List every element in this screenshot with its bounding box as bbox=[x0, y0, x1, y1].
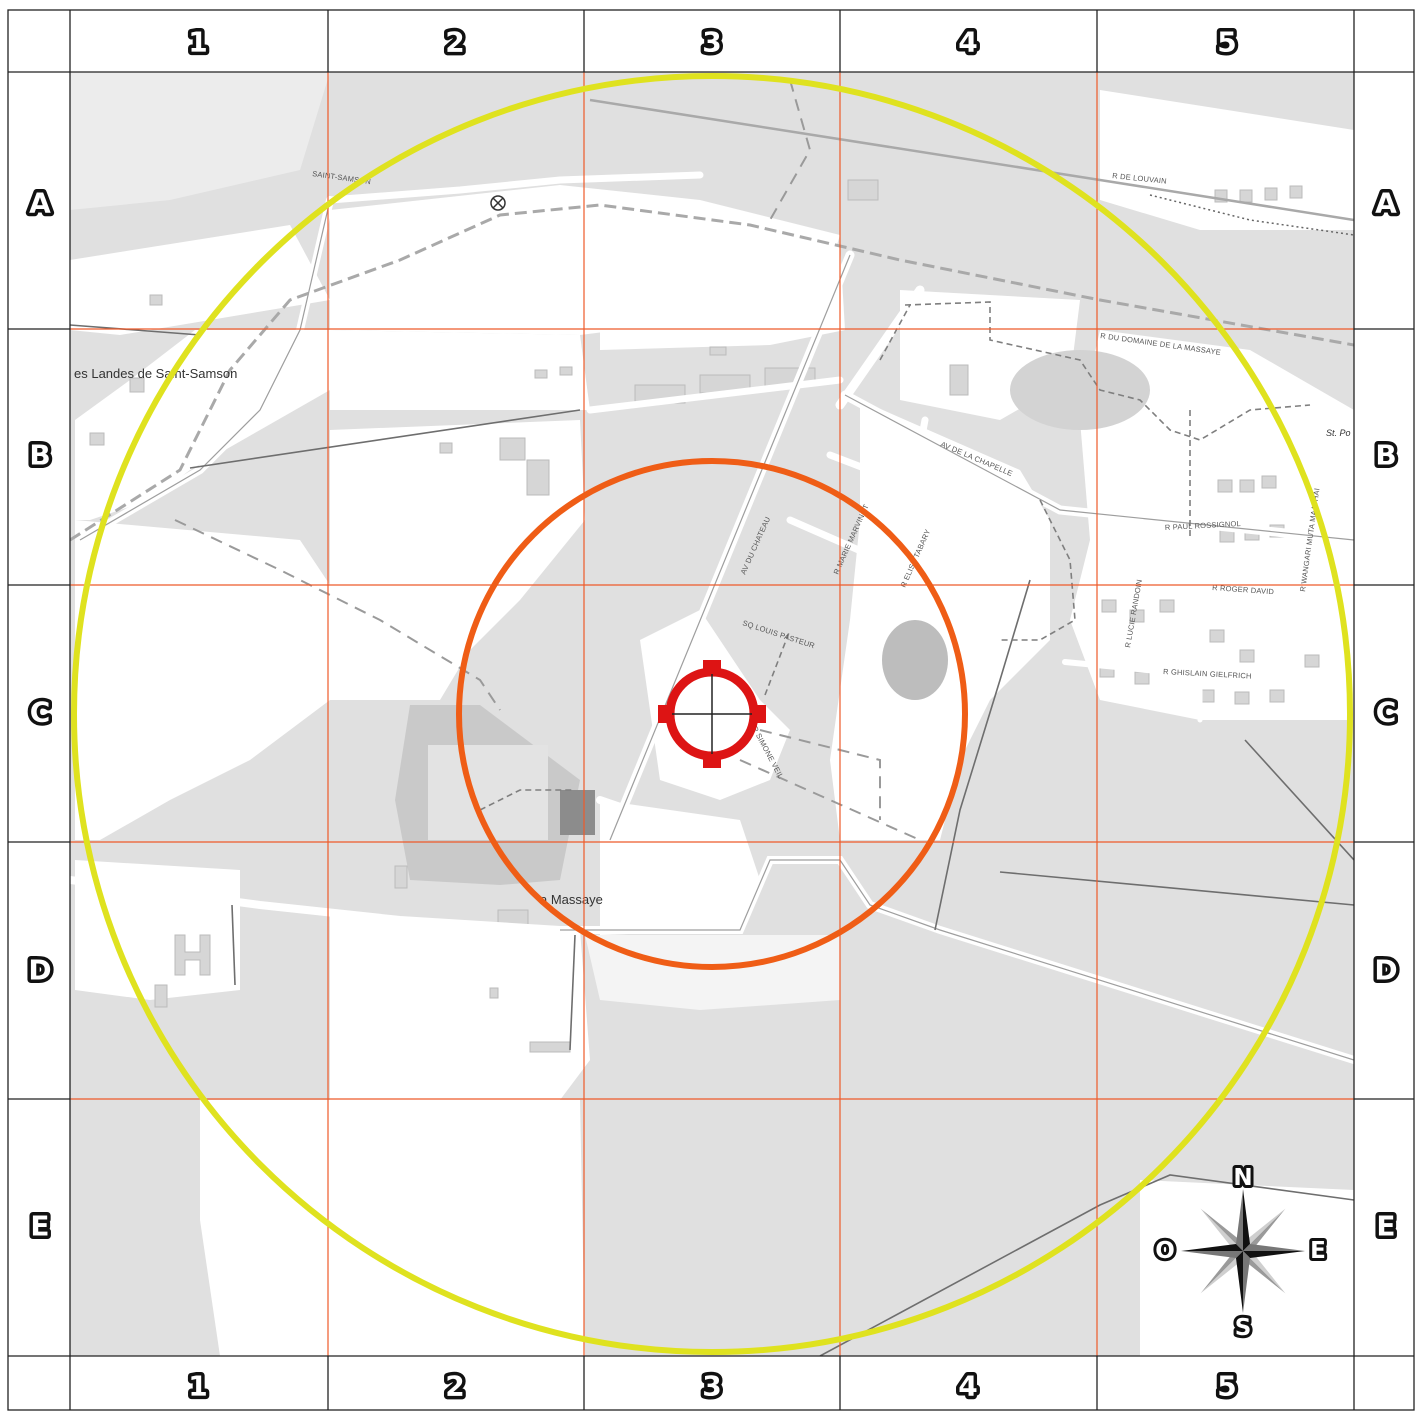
col-label-4: 4 bbox=[958, 26, 977, 59]
inner-range-ring bbox=[456, 458, 968, 970]
compass-e-label: E bbox=[1310, 1238, 1326, 1264]
column-labels-bottom: 1 2 3 4 5 bbox=[185, 1366, 1240, 1406]
col-label-2: 2 bbox=[445, 1370, 464, 1403]
col-label-1: 1 bbox=[188, 26, 207, 59]
grid-lines bbox=[70, 72, 1354, 1356]
row-label-e: E bbox=[1376, 1210, 1395, 1243]
row-label-d: D bbox=[1374, 954, 1397, 987]
row-label-a: A bbox=[1375, 187, 1397, 220]
border-frame bbox=[7, 9, 1415, 1411]
row-label-b: B bbox=[29, 439, 50, 472]
place-label-st-po: St. Po bbox=[1326, 428, 1351, 438]
col-label-3: 3 bbox=[702, 26, 721, 59]
row-label-c: C bbox=[30, 696, 51, 729]
col-label-3: 3 bbox=[702, 1370, 721, 1403]
col-label-5: 5 bbox=[1217, 26, 1236, 59]
col-label-2: 2 bbox=[445, 26, 464, 59]
target-crosshair-icon[interactable] bbox=[658, 660, 766, 768]
row-labels-right: A B C D E bbox=[1371, 183, 1401, 1246]
outer-range-ring bbox=[71, 73, 1353, 1355]
compass-s-label: S bbox=[1235, 1315, 1252, 1341]
col-label-4: 4 bbox=[958, 1370, 977, 1403]
row-label-c: C bbox=[1376, 696, 1397, 729]
row-label-d: D bbox=[28, 954, 51, 987]
place-label-massaye: a Massaye bbox=[540, 892, 603, 907]
compass-n-label: N bbox=[1233, 1165, 1252, 1191]
col-label-1: 1 bbox=[188, 1370, 207, 1403]
row-label-b: B bbox=[1375, 439, 1396, 472]
street-roger: R ROGER DAVID bbox=[1212, 583, 1275, 596]
place-label-landes: es Landes de Saint-Samson bbox=[74, 366, 237, 381]
column-labels-top: 1 2 3 4 5 bbox=[185, 22, 1240, 62]
street-paul: R PAUL ROSSIGNOL bbox=[1165, 519, 1242, 532]
row-labels-left: A B C D E bbox=[25, 183, 55, 1246]
row-label-e: E bbox=[30, 1210, 49, 1243]
compass-rose-icon: N S E O bbox=[1152, 1162, 1329, 1344]
col-label-5: 5 bbox=[1217, 1370, 1236, 1403]
row-label-a: A bbox=[29, 187, 51, 220]
compass-o-label: O bbox=[1155, 1238, 1175, 1264]
